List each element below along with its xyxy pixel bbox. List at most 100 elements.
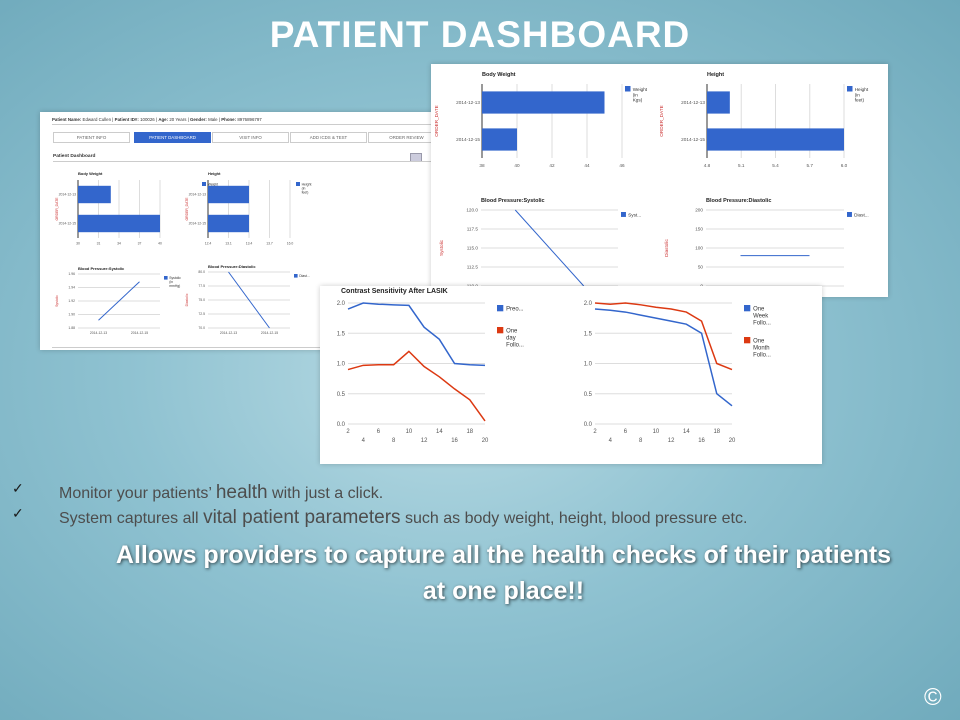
bar [707, 128, 844, 151]
x-tick-label: 6 [377, 429, 381, 435]
x-tick-label: 14 [436, 429, 443, 435]
check-icon: ✓ [12, 505, 24, 521]
tab-patient-info[interactable]: PATIENT INFO [53, 132, 130, 143]
x-tick-label: 5.4 [772, 163, 779, 168]
x-tick-label: 4 [362, 438, 366, 444]
contrast-charts: Contrast Sensitivity After LASIK 2.0 1.5 1.… [337, 288, 772, 444]
legend-label: Height [302, 183, 312, 187]
legend-swatch [744, 337, 751, 344]
y-tick-label: 72.5 [198, 312, 205, 316]
legend-label: Preo... [506, 307, 524, 313]
phone-value: 8976896797 [237, 117, 262, 122]
tab-patient-dashboard[interactable]: PATIENT DASHBOARD [134, 132, 211, 143]
legend-label: Follo... [753, 352, 771, 358]
contrast-sensitivity-screenshot: Contrast Sensitivity After LASIK 2.0 1.5 1.… [320, 286, 822, 464]
divider [53, 161, 440, 162]
y-tick-label: 1.92 [68, 299, 75, 303]
tab-order-review[interactable]: ORDER REVIEW [368, 132, 440, 143]
legend-label: Weight [633, 87, 648, 92]
legend-label: Height [855, 87, 869, 92]
y-tick-label: 75.0 [198, 298, 205, 302]
series-line [347, 350, 486, 422]
y-tick-label: 50 [698, 265, 704, 270]
series-line [594, 302, 733, 371]
y-tick-label: 1.0 [337, 362, 346, 368]
chart-title: Height [208, 171, 221, 176]
patient-id-value: 100026 [140, 117, 155, 122]
legend-swatch [296, 182, 300, 186]
x-tick-label: 4.8 [704, 163, 711, 168]
gender-value: Male [208, 117, 218, 122]
legend-swatch [625, 86, 631, 92]
copyright-symbol: © [924, 684, 942, 711]
chart-title: Blood Pressure:Systolic [78, 266, 125, 271]
legend-label: Syst... [628, 212, 641, 217]
x-tick-label: 40 [514, 163, 520, 168]
y-tick-label: 1.96 [68, 272, 75, 276]
y-tick-label: 70.0 [198, 326, 205, 330]
patient-name-value: Edward Cullen [82, 117, 112, 122]
legend-label: (in [855, 92, 861, 97]
x-tick-label: 5.1 [738, 163, 745, 168]
y-tick-label: 117.5 [467, 227, 479, 232]
x-tick-label: 18 [713, 429, 720, 435]
legend-label: One [506, 329, 518, 335]
legend-label: (in [633, 92, 639, 97]
x-tick-label: 6.0 [841, 163, 848, 168]
chart-title: Contrast Sensitivity After LASIK [341, 288, 448, 295]
tagline-line-1: Allows providers to capture all the heal… [115, 541, 892, 569]
series-line [514, 209, 585, 287]
x-tick-label: 38 [479, 163, 485, 168]
bullet-text: Monitor your patients’ health with just … [59, 482, 384, 503]
y-tick-label: 115.0 [467, 246, 479, 251]
age-value: 20 Years [169, 117, 187, 122]
legend-label: Month [753, 345, 770, 351]
patient-info-bar: Patient Name: Edward Cullen | Patient ID… [52, 115, 440, 125]
patient-id-label: Patient ID#: [114, 117, 139, 122]
tab-bar: PATIENT INFO PATIENT DASHBOARD VISIT INF… [53, 132, 440, 143]
tagline-line-2: at one place!! [422, 577, 585, 605]
tab-visit-info[interactable]: VISIT INFO [212, 132, 289, 143]
age-label: Age: [158, 117, 169, 122]
x-tick-label: 10 [653, 429, 660, 435]
legend-swatch [202, 182, 206, 186]
chart-title: Body Weight [482, 72, 516, 78]
y-tick-label: 150 [695, 227, 703, 232]
y-tick-label: 1.5 [584, 331, 593, 337]
x-tick-label: 6 [624, 429, 628, 435]
y-axis-label: Diastolic [664, 239, 669, 257]
bar [482, 128, 517, 151]
legend-swatch [847, 212, 852, 217]
legend-label: Follo... [753, 320, 771, 326]
slide-title: PATIENT DASHBOARD [269, 14, 691, 55]
legend-label: Follo... [506, 342, 524, 348]
bar [707, 91, 730, 114]
x-tick-label: 4 [609, 438, 613, 444]
legend-swatch [497, 327, 504, 334]
tab-add-icds-test[interactable]: ADD ICDS & TEST [290, 132, 367, 143]
legend-label: feet) [855, 98, 865, 103]
y-axis-label: ORDER_DATE [185, 197, 189, 221]
y-tick-label: 1.88 [68, 326, 75, 330]
y-axis-label: Systolic [439, 239, 444, 256]
y-tick-label: 2014-12-15 [59, 222, 76, 226]
y-tick-label: 2014-12-13 [681, 100, 705, 105]
x-tick-label: 30 [76, 241, 80, 245]
chart-title: Blood Pressure:Diastolic [208, 264, 256, 269]
legend-label: Kgs) [633, 98, 643, 103]
phone-label: Phone: [221, 117, 237, 122]
y-tick-label: 112.5 [467, 265, 479, 270]
y-tick-label: 1.5 [337, 331, 346, 337]
y-tick-label: 1.90 [68, 313, 75, 317]
y-tick-label: 0.5 [584, 392, 593, 398]
tagline: Allows providers to capture all the heal… [0, 537, 960, 609]
x-tick-label: 2014-12-15 [131, 331, 148, 335]
y-axis-label: ORDER_DATE [55, 197, 59, 221]
chart-title: Height [707, 72, 724, 78]
y-tick-label: 2014-12-15 [189, 222, 206, 226]
y-tick-label: 120.0 [466, 208, 478, 213]
legend-swatch [294, 274, 298, 278]
x-tick-label: 46 [619, 163, 625, 168]
x-tick-label: 12.4 [205, 241, 212, 245]
legend-swatch [164, 276, 168, 280]
